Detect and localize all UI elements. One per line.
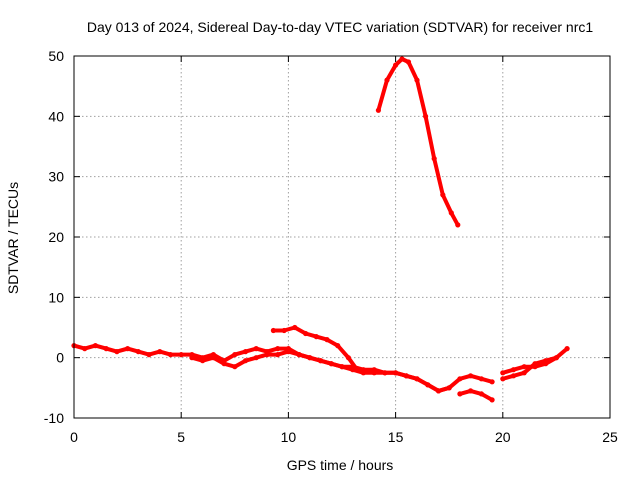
data-point [189,355,195,361]
data-point [521,364,527,370]
y-tick-label: 10 [48,289,64,305]
data-point [92,343,98,349]
data-point [232,352,238,358]
data-point [335,343,341,349]
data-point [510,373,517,379]
data-point [399,56,405,62]
data-point [296,352,302,358]
data-point [313,334,319,340]
data-point [478,376,484,382]
data-point [318,358,324,364]
x-tick-label: 20 [495,429,511,445]
data-point [457,391,463,397]
data-point [403,373,409,379]
data-point [393,62,399,68]
data-point [414,376,420,382]
series-line-track-late-segment [457,388,495,402]
data-point [253,346,259,352]
data-point [264,352,270,358]
data-point [270,327,276,334]
data-point [553,355,560,361]
data-point [448,210,454,216]
data-point [414,77,420,83]
data-point [510,367,517,373]
data-point [285,349,291,355]
data-point [146,352,152,358]
chart-title: Day 013 of 2024, Sidereal Day-to-day VTE… [87,19,593,35]
data-point [468,388,474,394]
data-point [103,346,109,352]
data-point [435,388,442,394]
data-point [393,370,399,376]
series-group [71,56,570,403]
y-tick-label: 50 [48,48,64,64]
data-point [405,59,412,65]
data-point [384,77,390,83]
data-point [221,361,227,367]
grid [74,56,610,418]
data-point [371,370,377,376]
data-point [532,361,538,367]
data-point [242,358,249,364]
data-point [281,327,287,334]
data-point [543,358,549,364]
data-point [275,352,281,358]
data-point [360,370,366,376]
x-tick-label: 25 [602,429,618,445]
data-point [468,373,474,379]
y-tick-label: -10 [44,410,64,426]
y-tick-label: 40 [48,108,64,124]
data-point [489,397,495,403]
data-point [253,355,259,361]
series-line-track-peak [376,57,460,227]
data-point [210,355,216,361]
data-point [114,349,120,355]
data-point [328,361,334,367]
y-tick-label: 30 [48,169,64,185]
data-point [500,376,506,382]
y-tick-label: 0 [56,350,64,366]
data-point [303,330,309,337]
data-point [157,349,163,355]
data-point [200,358,206,364]
data-point [232,364,238,370]
data-point [178,352,184,358]
x-tick-label: 15 [388,429,404,445]
data-point [82,346,88,352]
data-point [431,156,437,162]
x-tick-label: 5 [177,429,185,445]
data-point [382,370,388,376]
data-point [564,346,570,352]
data-point [354,367,360,373]
data-point [423,113,429,119]
data-point [292,324,298,331]
data-point [324,337,330,343]
series-line-track-evening-lower [500,355,559,381]
x-tick-label: 0 [70,429,78,445]
data-point [446,385,452,391]
data-point [339,364,345,370]
data-point [135,349,141,355]
data-point [478,391,484,397]
data-point [125,346,131,352]
data-point [425,382,431,388]
x-axis-label: GPS time / hours [287,457,394,473]
data-point [521,370,527,376]
data-point [489,379,495,385]
data-point [375,107,381,113]
data-point [167,352,174,358]
data-point [500,370,506,376]
data-point [457,376,463,382]
data-point [345,355,351,361]
data-point [242,349,249,355]
data-point [440,192,446,198]
y-axis-label: SDTVAR / TECUs [5,182,21,294]
data-point [307,355,313,361]
axis-ticks: 0 5 10 15 20 25 -10 0 10 20 30 40 50 [44,48,618,445]
data-point [275,346,281,352]
x-tick-label: 10 [281,429,297,445]
y-tick-label: 20 [48,229,64,245]
data-point [455,222,461,228]
